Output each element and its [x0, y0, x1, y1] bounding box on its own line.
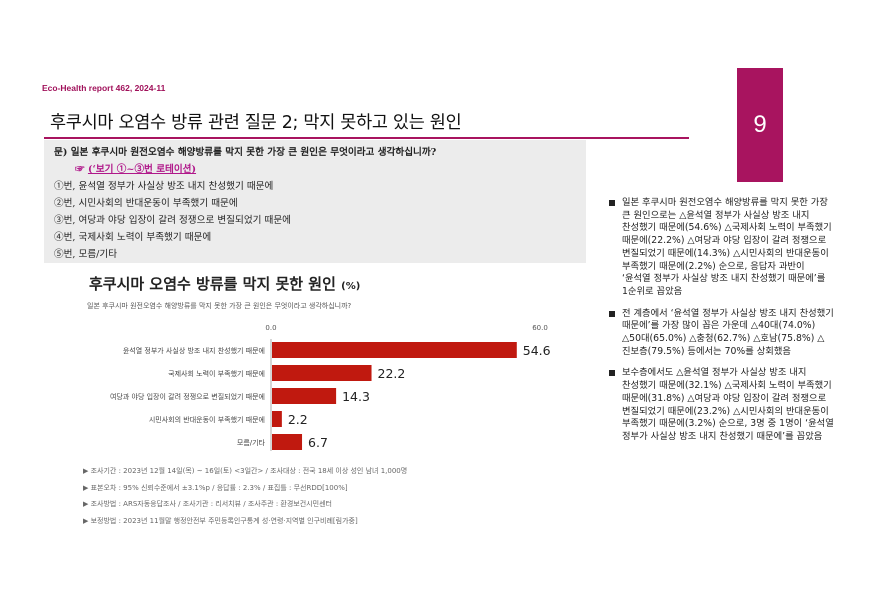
bar [272, 365, 372, 381]
rotation-hint-text: (‘보기 ①~③번 로테이션) [87, 164, 197, 175]
note-line: ▶ 조사방법 : ARS자동응답조사 / 조사기관 : 리서치뷰 / 조사주관 … [83, 500, 332, 508]
chart-title-text: 후쿠시마 오염수 방류를 막지 못한 원인 [89, 275, 336, 293]
bar [272, 388, 337, 404]
summary-bullet: 보수층에서도 △윤석열 정부가 사실상 방조 내지 찬성했기 때문에(32.1%… [609, 367, 834, 443]
survey-option: ①번, 윤석열 정부가 사실상 방조 내지 찬성했기 때문에 [54, 181, 274, 192]
bar-chart-plot: 0.0 60.0 윤석열 정부가 사실상 방조 내지 찬성했기 때문에 54.6 국제사… [110, 324, 551, 451]
x-tick-label: 60.0 [532, 324, 548, 332]
bar [272, 434, 303, 450]
summary-bullet-text: 일본 후쿠시마 원전오염수 해양방류를 막지 못한 가장 큰 원인으로는 △윤석… [622, 197, 832, 297]
survey-option: ③번, 여당과 야당 입장이 갈려 정쟁으로 변질되었기 때문에 [54, 215, 291, 226]
category-label: 시민사회의 반대운동이 부족했기 때문에 [149, 415, 265, 424]
summary-bullet-text: 보수층에서도 △윤석열 정부가 사실상 방조 내지 찬성했기 때문에(32.1%… [622, 367, 834, 442]
bar [272, 342, 517, 358]
chart-title: 후쿠시마 오염수 방류를 막지 못한 원인 (%) [89, 273, 360, 294]
bar [272, 411, 282, 427]
page-number: 9 [753, 111, 767, 138]
survey-notes: ▶ 조사기간 : 2023년 12월 14일(목) ~ 16일(토) <3일간>… [83, 463, 407, 529]
data-label: 54.6 [523, 343, 551, 358]
summary-bullet-text: 전 계층에서 ‘윤석열 정부가 사실상 방조 내지 찬성했기 때문에’를 가장 … [622, 307, 834, 357]
category-label: 모름/기타 [237, 438, 266, 447]
summary-bullets: 일본 후쿠시마 원전오염수 해양방류를 막지 못한 가장 큰 원인으로는 △윤석… [609, 197, 834, 453]
category-label: 국제사회 노력이 부족했기 때문에 [168, 369, 265, 378]
bullet-square-icon [609, 310, 615, 317]
summary-bullet: 전 계층에서 ‘윤석열 정부가 사실상 방조 내지 찬성했기 때문에’를 가장 … [609, 308, 834, 359]
bullet-square-icon [609, 200, 615, 206]
data-label: 14.3 [342, 389, 370, 404]
category-label: 여당과 야당 입장이 갈려 정쟁으로 변질되었기 때문에 [110, 392, 265, 401]
summary-bullet: 일본 후쿠시마 원전오염수 해양방류를 막지 못한 가장 큰 원인으로는 △윤석… [609, 197, 834, 299]
note-line: ▶ 조사기간 : 2023년 12월 14일(목) ~ 16일(토) <3일간>… [83, 467, 408, 475]
note-line: ▶ 표본오차 : 95% 신뢰수준에서 ±3.1%p / 응답률 : 2.3% … [83, 483, 348, 492]
page-number-badge: 9 [737, 68, 783, 182]
title-divider [44, 137, 689, 139]
category-label: 윤석열 정부가 사실상 방조 내지 찬성했기 때문에 [123, 346, 265, 355]
note-line: ▶ 보정방법 : 2023년 11월말 행정안전부 주민등록인구통계 성·연령·… [83, 516, 358, 525]
data-label: 2.2 [288, 412, 308, 427]
data-label: 6.7 [308, 435, 328, 450]
survey-question: 문) 일본 후쿠시마 원전오염수 해양방류를 막지 못한 가장 큰 원인은 무엇… [54, 147, 437, 158]
chart-unit: (%) [341, 281, 361, 292]
page-title: 후쿠시마 오염수 방류 관련 질문 2; 막지 못하고 있는 원인 [50, 113, 462, 133]
chart-subtitle: 일본 후쿠시마 원전오염수 해양방류를 막지 못한 가장 큰 원인은 무엇이라고… [87, 302, 352, 310]
pointing-hand-icon: ☞ [75, 164, 85, 175]
x-tick-label: 0.0 [265, 324, 276, 332]
bullet-square-icon [609, 370, 615, 377]
survey-question-box: 문) 일본 후쿠시마 원전오염수 해양방류를 막지 못한 가장 큰 원인은 무엇… [44, 140, 586, 263]
data-label: 22.2 [378, 366, 406, 381]
survey-option: ④번, 국제사회 노력이 부족했기 때문에 [54, 232, 212, 243]
survey-option: ②번, 시민사회의 반대운동이 부족했기 때문에 [54, 198, 238, 209]
rotation-hint: ☞ (‘보기 ①~③번 로테이션) [75, 161, 196, 175]
survey-option: ⑤번, 모름/기타 [54, 249, 118, 260]
bar-chart: 후쿠시마 오염수 방류를 막지 못한 원인 (%) 일본 후쿠시마 원전오염수 … [63, 267, 569, 525]
report-tag: Eco-Health report 462, 2024-11 [42, 83, 166, 93]
